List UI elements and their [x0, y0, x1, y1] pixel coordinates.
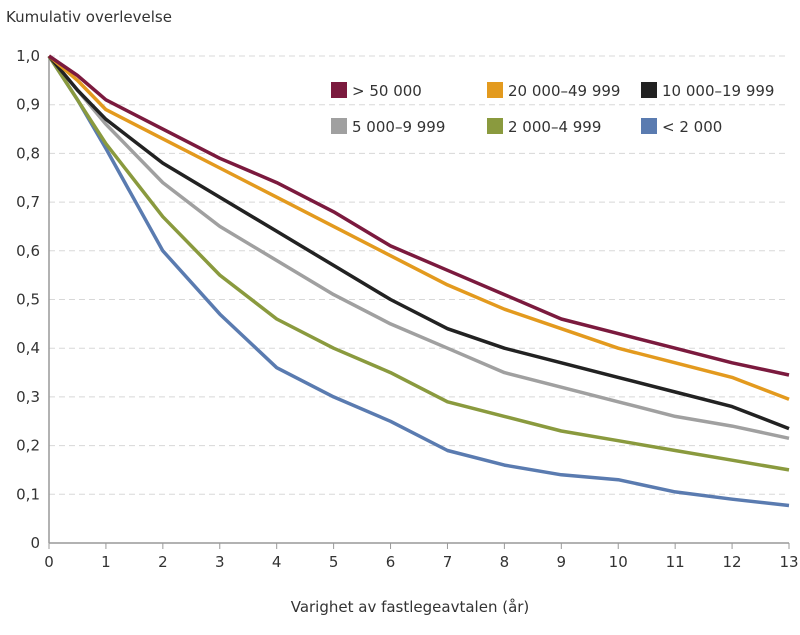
x-tick-label: 7 — [443, 553, 453, 571]
y-tick-label: 0,1 — [16, 485, 40, 503]
x-tick-label: 5 — [329, 553, 339, 571]
legend-swatch — [331, 82, 347, 98]
x-tick-label: 11 — [666, 553, 685, 571]
y-axis-label: Kumulativ overlevelse — [6, 8, 172, 26]
legend-swatch — [487, 82, 503, 98]
legend-swatch — [487, 118, 503, 134]
series-line — [47, 55, 790, 508]
x-tick-label: 4 — [272, 553, 282, 571]
legend-label: > 50 000 — [352, 82, 422, 100]
series-line — [47, 55, 790, 472]
legend-label: 10 000–19 999 — [662, 82, 774, 100]
x-axis-label: Varighet av fastlegeavtalen (år) — [291, 598, 530, 616]
x-tick-label: 3 — [215, 553, 225, 571]
x-tick-label: 0 — [44, 553, 54, 571]
y-tick-label: 0,3 — [16, 388, 40, 406]
y-tick-label: 0,7 — [16, 193, 40, 211]
x-tick-label: 13 — [779, 553, 798, 571]
x-tick-label: 2 — [158, 553, 168, 571]
legend-label: < 2 000 — [662, 118, 722, 136]
x-tick-label: 6 — [386, 553, 396, 571]
series-line — [47, 54, 790, 401]
legend-swatch — [641, 118, 657, 134]
y-tick-label: 0,6 — [16, 242, 40, 260]
y-tick-label: 0,2 — [16, 437, 40, 455]
legend-label: 2 000–4 999 — [508, 118, 601, 136]
x-tick-label: 10 — [609, 553, 628, 571]
y-tick-label: 0,4 — [16, 339, 40, 357]
legend-swatch — [641, 82, 657, 98]
x-tick-label: 8 — [500, 553, 510, 571]
y-tick-label: 0 — [30, 534, 40, 552]
series-line — [47, 54, 790, 441]
legend-label: 20 000–49 999 — [508, 82, 620, 100]
y-tick-label: 0,8 — [16, 144, 40, 162]
series-line — [48, 54, 790, 377]
x-tick-label: 9 — [557, 553, 567, 571]
legend-swatch — [331, 118, 347, 134]
y-tick-label: 1,0 — [16, 47, 40, 65]
y-tick-label: 0,9 — [16, 96, 40, 114]
series-line — [47, 54, 790, 431]
y-tick-label: 0,5 — [16, 291, 40, 309]
legend-label: 5 000–9 999 — [352, 118, 445, 136]
x-tick-label: 1 — [101, 553, 111, 571]
x-tick-label: 12 — [723, 553, 742, 571]
